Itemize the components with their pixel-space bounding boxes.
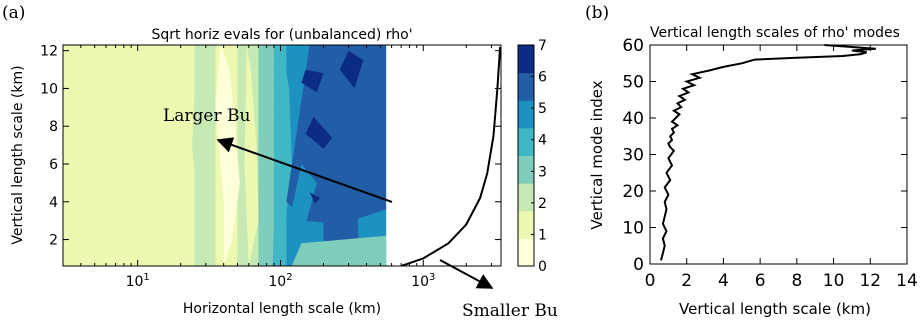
green-streak <box>192 50 210 240</box>
line-x-tick-label: 2 <box>681 271 692 291</box>
panel-a-label: (a) <box>2 3 25 23</box>
colorbar-segment <box>518 100 534 129</box>
colorbar-segment <box>518 155 534 184</box>
heatmap-y-tick-label: 2 <box>49 233 58 249</box>
mode-scale-line <box>660 44 876 261</box>
line-y-tick-label: 50 <box>622 73 644 93</box>
no-data-region <box>386 45 501 266</box>
heatmap-x-label: Horizontal length scale (km) <box>183 301 381 317</box>
line-x-tick-label: 6 <box>755 271 766 291</box>
colorbar-segment <box>518 127 534 156</box>
line-x-tick-label: 8 <box>791 271 802 291</box>
smaller-bu-annotation: Smaller Bu <box>462 301 558 321</box>
teal-patch <box>272 45 292 266</box>
bu-curve-line <box>400 46 501 266</box>
bottom-teal-patch <box>291 235 387 266</box>
line-y-tick-label: 0 <box>633 255 644 275</box>
colorbar-segment <box>518 210 534 239</box>
colorbar-tick-label: 4 <box>538 133 547 149</box>
panel-b-label: (b) <box>585 3 609 23</box>
colorbar-tick-label: 7 <box>538 38 547 54</box>
larger-bu-annotation: Larger Bu <box>163 106 251 126</box>
line-y-tick-label: 20 <box>622 182 644 202</box>
heatmap-x-tick-label: 103 <box>411 272 435 290</box>
line-plot: 0 2 4 6 8 10 12 14 0 10 20 30 40 50 60 <box>622 36 917 291</box>
line-x-tick-label: 14 <box>896 271 918 291</box>
mid-blue-region <box>289 164 317 255</box>
line-x-tick-label: 0 <box>645 271 656 291</box>
darkest-blob <box>305 116 333 149</box>
darkest-blob <box>309 192 321 204</box>
heatmap-band <box>63 45 139 266</box>
heatmap-band <box>137 45 175 266</box>
line-y-tick-label: 30 <box>622 146 644 166</box>
line-x-tick-label: 12 <box>859 271 881 291</box>
colorbar-tick-label: 3 <box>538 164 547 180</box>
line-y-label: Vertical mode index <box>588 80 606 229</box>
heatmap-y-tick-label: 8 <box>49 119 58 135</box>
heatmap-plot <box>63 45 501 266</box>
heatmap-y-label: Vertical length scale (km) <box>10 65 26 244</box>
larger-bu-arrow <box>216 137 393 203</box>
line-y-tick-label: 40 <box>622 109 644 129</box>
colorbar-tick-label: 2 <box>538 196 547 212</box>
colorbar-segment <box>518 45 534 74</box>
heatmap-y-tick-label: 6 <box>49 157 58 173</box>
heatmap-frame <box>62 44 502 267</box>
colorbar-tick-label: 6 <box>538 70 547 86</box>
heatmap-band <box>174 45 196 266</box>
colorbar-tick-label: 0 <box>538 259 547 275</box>
heatmap-x-tick-label: 101 <box>126 272 150 290</box>
line-y-tick-label: 60 <box>622 36 644 56</box>
colorbar-frame <box>517 44 535 267</box>
colorbar-segment <box>518 72 534 101</box>
line-title: Vertical length scales of rho' modes <box>650 25 900 41</box>
heatmap-y-tick-label: 12 <box>40 44 58 60</box>
line-y-tick-label: 10 <box>622 219 644 239</box>
line-x-label: Vertical length scale (km) <box>679 300 871 318</box>
heatmap-title: Sqrt horiz evals for (unbalanced) rho' <box>151 27 412 43</box>
colorbar-tick-label: 5 <box>538 101 547 117</box>
heatmap-x-tick-label: 102 <box>268 272 292 290</box>
line-x-tick-label: 10 <box>823 271 845 291</box>
light-streak <box>215 45 240 266</box>
heatmap-y-tick-label: 4 <box>49 195 58 211</box>
colorbar-tick-label: 1 <box>538 227 547 243</box>
colorbar-segment <box>518 183 534 212</box>
heatmap-field <box>63 45 501 266</box>
colorbar: 0 1 2 3 4 5 6 7 <box>517 38 547 275</box>
line-x-tick-label: 4 <box>718 271 729 291</box>
heatmap-band <box>258 45 275 266</box>
darkest-blob <box>339 50 364 89</box>
smaller-bu-arrow <box>439 259 494 289</box>
darkest-blob <box>301 69 324 93</box>
line-frame <box>649 44 908 265</box>
heatmap-y-tick-label: 10 <box>40 81 58 97</box>
light-streak <box>244 45 259 266</box>
colorbar-segment <box>518 238 534 267</box>
